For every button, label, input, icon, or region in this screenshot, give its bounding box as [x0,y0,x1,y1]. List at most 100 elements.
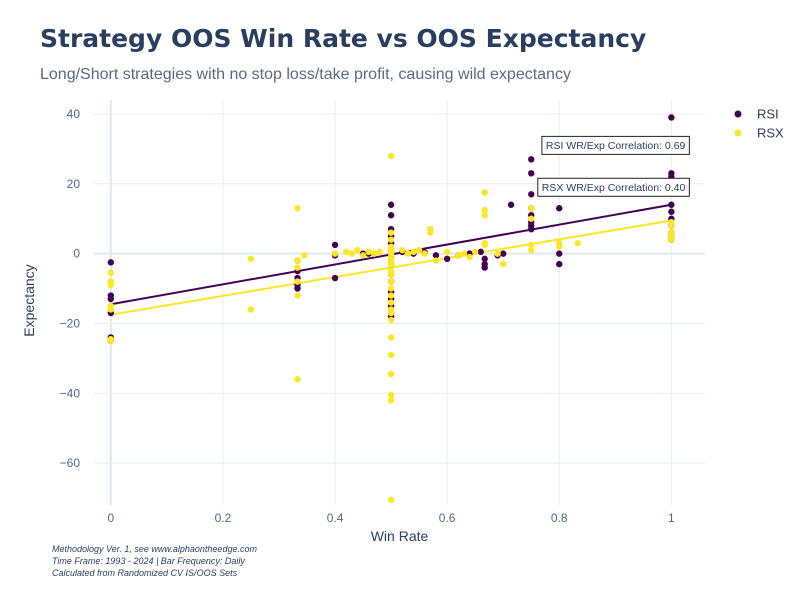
y-tick-label: −60 [60,456,81,470]
footnote-methodology: Methodology Ver. 1, see www.alphaontheed… [52,544,257,554]
point-rsi [481,264,488,271]
point-rsx [668,236,675,243]
point-rsx [107,306,115,313]
point-rsi [432,252,440,259]
point-rsx [107,269,115,277]
footnote-calculation: Calculated from Randomized CV IS/OOS Set… [52,568,238,578]
point-rsx [371,250,378,257]
y-tick-label: −20 [60,316,81,330]
point-rsi [477,248,484,256]
footnote-time-frame: Time Frame: 1993 - 2024 | Bar Frequency:… [52,556,245,566]
y-tick-label: 0 [73,247,80,261]
point-rsx [387,370,395,378]
x-tick-label: 1 [668,511,675,525]
point-rsi [556,205,563,212]
point-rsx [387,292,395,299]
point-rsi [107,295,115,303]
point-rsx [387,316,395,324]
point-rsx [481,212,488,219]
point-rsx [481,206,488,214]
point-rsx [294,292,301,299]
axis-ticks: 0 0.2 0.4 0.6 0.8 1 40 20 0 −20 −40 −60 [60,107,675,525]
point-rsx [387,391,395,399]
point-rsi [107,259,115,266]
point-rsi [668,114,675,121]
point-rsx [410,248,417,256]
point-rsx [471,248,479,256]
point-rsi [528,156,535,163]
point-rsx [668,222,675,229]
annotations: RSI WR/Exp Correlation: 0.69 RSX WR/Exp C… [537,135,690,197]
point-rsx [376,248,384,256]
point-rsx [481,189,488,196]
point-rsx [556,243,563,250]
point-rsx [354,246,361,254]
point-rsx [343,248,350,256]
point-rsx [432,257,440,264]
y-tick-label: −40 [60,386,81,400]
point-rsx [294,264,301,271]
x-tick-label: 0.8 [551,511,568,525]
point-rsx [481,241,488,249]
footnotes: Methodology Ver. 1, see www.alphaontheed… [52,543,257,579]
correlation-annotation-text: RSX WR/Exp Correlation: 0.40 [542,182,686,194]
point-rsx [460,250,468,257]
chart-subtitle: Long/Short strategies with no stop loss/… [40,66,571,83]
point-rsx [387,397,395,404]
point-rsx [301,252,308,259]
point-rsi [481,255,488,263]
point-rsx [466,253,473,261]
point-rsx [387,152,395,160]
correlation-annotation-box [541,135,690,155]
point-rsx [294,205,301,212]
point-rsx [574,239,581,247]
point-rsx [494,250,501,257]
legend-marker-rsi [734,110,742,118]
point-rsx [528,205,535,212]
point-rsx [247,255,255,263]
x-tick-label: 0.2 [215,511,232,525]
point-rsx [294,278,301,285]
point-rsx [443,248,451,256]
y-axis-title: Expectancy [21,264,37,336]
legend-label-rsx: RSX [757,126,784,141]
chart-title: Strategy OOS Win Rate vs OOS Expectancy [40,24,647,53]
legend-marker-rsx [734,129,742,137]
trendline-rsx [110,219,672,316]
point-rsx [294,376,301,383]
point-rsi [528,191,535,198]
point-rsi [294,285,301,292]
point-rsx [427,229,434,236]
x-tick-label: 0 [107,511,114,525]
point-rsx [107,337,115,345]
point-rsi [500,250,507,257]
point-rsx [387,351,395,359]
point-rsi [556,250,563,257]
point-rsx [387,248,395,256]
point-rsi [387,201,395,208]
point-rsi [668,201,675,208]
legend-label-rsi: RSI [757,107,779,122]
point-rsx [387,309,395,317]
point-rsx [359,252,367,259]
point-rsx [387,278,395,285]
point-rsi [528,170,535,177]
point-rsx [528,215,535,222]
x-axis-title: Win Rate [371,528,429,544]
y-tick-label: 40 [67,107,81,121]
point-rsx [387,229,395,236]
point-rsi [507,201,515,208]
point-rsi [387,212,395,219]
correlation-annotation-box [537,177,690,197]
y-tick-label: 20 [67,177,81,191]
correlation-annotation-rsx: RSX WR/Exp Correlation: 0.40 [537,177,690,197]
point-rsx [399,246,406,254]
point-rsx [528,246,535,254]
point-rsx [107,281,115,289]
point-rsx [528,241,535,249]
point-rsx [500,260,507,268]
point-rsi [331,241,339,249]
point-rsx [387,271,395,278]
point-rsi [443,255,451,263]
